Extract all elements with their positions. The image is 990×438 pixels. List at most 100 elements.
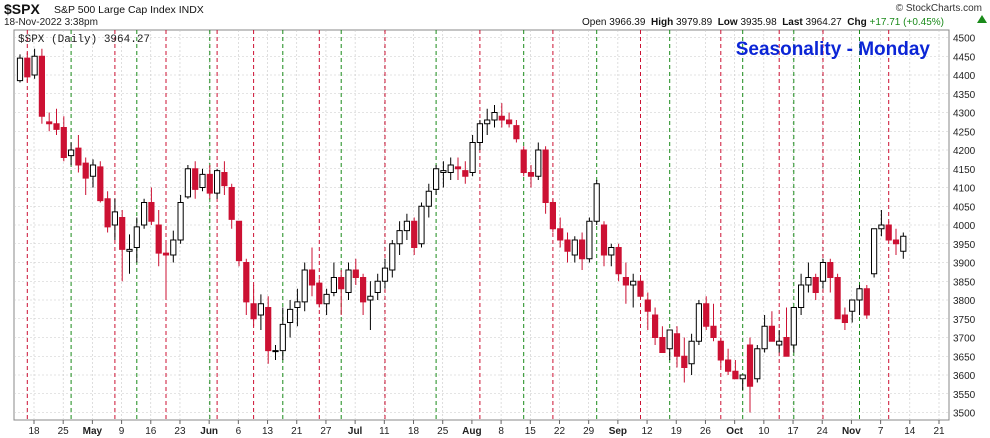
y-tick-label: 4200 (953, 146, 976, 157)
candle-body (871, 228, 878, 275)
candle-body (381, 267, 389, 282)
x-tick-label: 26 (700, 426, 712, 437)
candle-body (141, 202, 148, 226)
y-tick-label: 4150 (953, 165, 976, 176)
candle-body (776, 340, 783, 346)
candle-body (162, 252, 170, 256)
x-tick-label: 25 (58, 426, 70, 437)
candle-body (469, 142, 476, 173)
x-tick-label: 14 (904, 426, 916, 437)
high-value: 3979.89 (675, 17, 713, 28)
candle-body (644, 299, 651, 312)
candle-body (535, 149, 542, 177)
candle-body (681, 355, 688, 368)
x-tick-label: Oct (726, 426, 743, 437)
candle-body (199, 173, 206, 188)
candle-body (622, 277, 629, 286)
candle-body (287, 308, 294, 323)
candle-body (827, 262, 834, 278)
candle-body (279, 323, 286, 352)
x-tick-label: Nov (842, 426, 861, 437)
candle-body (16, 57, 24, 82)
candle-body (498, 115, 505, 121)
candle-body (805, 277, 812, 286)
candle-body (133, 226, 140, 248)
x-tick-label: 11 (379, 426, 390, 437)
candle-body (885, 224, 892, 241)
candle-body (710, 325, 717, 338)
candle-body (316, 282, 323, 305)
x-tick-label: May (83, 426, 103, 437)
candle-body (323, 293, 330, 305)
candle-body (739, 374, 746, 380)
candle-body (184, 168, 192, 198)
candle-body (783, 337, 790, 357)
candle-body (214, 170, 221, 194)
candle-body (228, 187, 235, 220)
candle-body (841, 314, 848, 323)
timestamp: 18-Nov-2022 3:38pm (4, 17, 98, 28)
candle-body (768, 325, 775, 342)
x-tick-label: Sep (609, 426, 627, 437)
chg-value: +17.71 (+0.45%) (869, 17, 945, 28)
candle-body (345, 269, 352, 293)
low-value: 3935.98 (740, 17, 777, 28)
candle-body (579, 239, 586, 260)
candle-body (798, 284, 805, 308)
candle-body (652, 314, 659, 338)
x-tick-label: Jul (348, 426, 363, 437)
open-label: Open (582, 17, 607, 28)
candle-body (257, 303, 264, 316)
candle-body (863, 288, 870, 316)
candle-body (630, 280, 637, 286)
high-label: High (650, 17, 674, 28)
candle-body (97, 166, 104, 202)
candle-body (360, 277, 367, 303)
candle-body (374, 280, 381, 293)
candle-body (673, 333, 681, 357)
y-tick-label: 4300 (953, 109, 976, 120)
symbol-title: $SPX (4, 1, 40, 17)
symbol-name: S&P 500 Large Cap Index INDX (54, 4, 204, 16)
candle-body (433, 168, 440, 190)
y-tick-label: 4250 (953, 127, 976, 138)
candle-body (126, 248, 133, 252)
y-tick-label: 4350 (953, 90, 976, 101)
y-tick-label: 3900 (953, 259, 976, 270)
candle-body (849, 299, 856, 312)
y-tick-label: 4400 (953, 71, 976, 82)
candle-body (367, 295, 374, 301)
candle-body (542, 149, 549, 203)
candle-body (60, 127, 67, 158)
candle-body (637, 280, 644, 297)
y-tick-label: 3600 (953, 371, 976, 382)
candle-body (250, 303, 257, 320)
candle-body (520, 149, 527, 173)
y-tick-label: 3850 (953, 277, 976, 288)
x-tick-label: 12 (642, 426, 654, 437)
x-tick-label: Aug (462, 426, 481, 437)
x-tick-label: 23 (174, 426, 186, 437)
candle-body (235, 220, 243, 262)
y-tick-label: 4450 (953, 52, 976, 63)
x-tick-label: 17 (787, 426, 799, 437)
candle-body (206, 173, 213, 194)
candle-body (265, 307, 272, 352)
candle-body (725, 359, 732, 372)
open-value: 3966.39 (609, 17, 646, 28)
candle-body (812, 277, 819, 293)
candle-body (717, 340, 724, 361)
candle-body (856, 288, 863, 301)
candle-body (615, 247, 622, 275)
candle-body (148, 202, 155, 222)
candle-body (221, 172, 228, 187)
candle-body (513, 125, 520, 140)
seasonality-annotation: Seasonality - Monday (736, 39, 931, 60)
candle-body (600, 224, 608, 256)
candle-body (878, 224, 885, 230)
y-tick-label: 4500 (953, 34, 976, 45)
y-tick-label: 3700 (953, 334, 976, 345)
x-tick-label: 22 (554, 426, 566, 437)
candle-body (104, 198, 111, 228)
